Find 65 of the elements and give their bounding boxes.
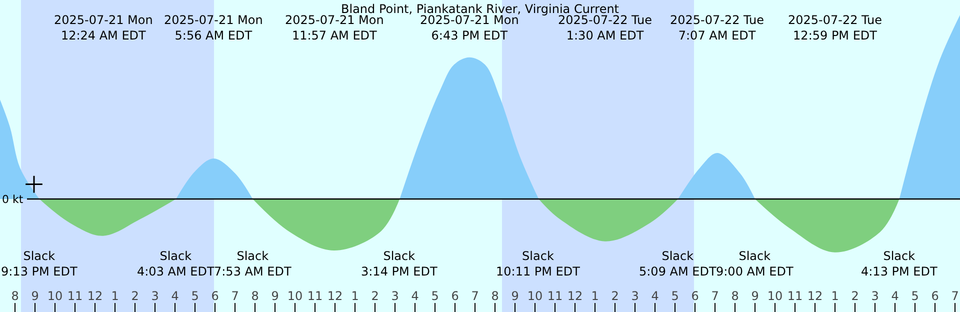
x-tick-label: 9	[271, 289, 279, 303]
x-tick-label: 12	[807, 289, 823, 303]
annotation: 2025-07-21 Mon 5:56 AM EDT	[164, 13, 263, 43]
annotation: 2025-07-21 Mon 12:24 AM EDT	[54, 13, 153, 43]
x-tick-label: 2	[131, 289, 139, 303]
chart-title: Bland Point, Piankatank River, Virginia Current	[341, 2, 620, 16]
x-tick-label: 10	[47, 289, 63, 303]
x-tick-label: 5	[431, 289, 439, 303]
x-tick-label: 11	[547, 289, 563, 303]
x-tick-label: 9	[511, 289, 519, 303]
x-tick-label: 4	[891, 289, 899, 303]
annotation: Slack 4:03 AM EDT	[137, 249, 215, 279]
x-tick-label: 1	[831, 289, 839, 303]
x-tick-label: 1	[351, 289, 359, 303]
x-tick-label: 2	[611, 289, 619, 303]
annotation: 2025-07-22 Tue 1:30 AM EDT	[558, 13, 652, 43]
annotation: 2025-07-21 Mon 11:57 AM EDT	[285, 13, 384, 43]
x-tick-label: 6	[211, 289, 219, 303]
x-tick-label: 8	[251, 289, 259, 303]
annotation: Slack 9:00 AM EDT	[716, 249, 794, 279]
annotation: Slack 7:53 AM EDT	[214, 249, 292, 279]
x-tick-label: 8	[731, 289, 739, 303]
x-tick-label: 5	[191, 289, 199, 303]
x-tick-label: 6	[931, 289, 939, 303]
x-tick-label: 9	[31, 289, 39, 303]
x-tick-label: 4	[171, 289, 179, 303]
x-tick-label: 11	[67, 289, 83, 303]
x-tick-label: 10	[287, 289, 303, 303]
x-tick-label: 10	[527, 289, 543, 303]
annotation: 2025-07-22 Tue 7:07 AM EDT	[670, 13, 764, 43]
x-tick-label: 2	[851, 289, 859, 303]
x-tick-label: 9	[751, 289, 759, 303]
x-tick-label: 10	[767, 289, 783, 303]
annotation: Slack 5:09 AM EDT	[639, 249, 717, 279]
x-tick-label: 3	[871, 289, 879, 303]
x-tick-label: 3	[151, 289, 159, 303]
x-tick-label: 5	[671, 289, 679, 303]
annotation: 2025-07-22 Tue 12:59 PM EDT	[788, 13, 882, 43]
x-tick-label: 12	[87, 289, 103, 303]
x-tick-label: 5	[911, 289, 919, 303]
x-tick-label: 7	[471, 289, 479, 303]
annotation: Slack 4:13 PM EDT	[861, 249, 938, 279]
x-tick-label: 4	[651, 289, 659, 303]
x-tick-label: 8	[491, 289, 499, 303]
x-tick-label: 11	[307, 289, 323, 303]
x-tick-label: 8	[11, 289, 19, 303]
x-tick-label: 6	[691, 289, 699, 303]
annotation: 2025-07-21 Mon 6:43 PM EDT	[420, 13, 519, 43]
x-tick-label: 11	[787, 289, 803, 303]
x-tick-label: 3	[391, 289, 399, 303]
x-tick-label: 1	[111, 289, 119, 303]
x-tick-label: 7	[711, 289, 719, 303]
x-tick-label: 1	[591, 289, 599, 303]
x-tick-label: 3	[631, 289, 639, 303]
x-tick-label: 12	[567, 289, 583, 303]
annotation: 0 kt	[2, 193, 24, 206]
x-tick-label: 7	[951, 289, 959, 303]
x-tick-label: 12	[327, 289, 343, 303]
x-tick-label: 7	[231, 289, 239, 303]
x-tick-label: 2	[371, 289, 379, 303]
annotation: Slack 9:13 PM EDT	[1, 249, 78, 279]
annotation: Slack 3:14 PM EDT	[361, 249, 438, 279]
annotation: Slack 10:11 PM EDT	[496, 249, 581, 279]
x-tick-label: 4	[411, 289, 419, 303]
x-tick-label: 6	[451, 289, 459, 303]
